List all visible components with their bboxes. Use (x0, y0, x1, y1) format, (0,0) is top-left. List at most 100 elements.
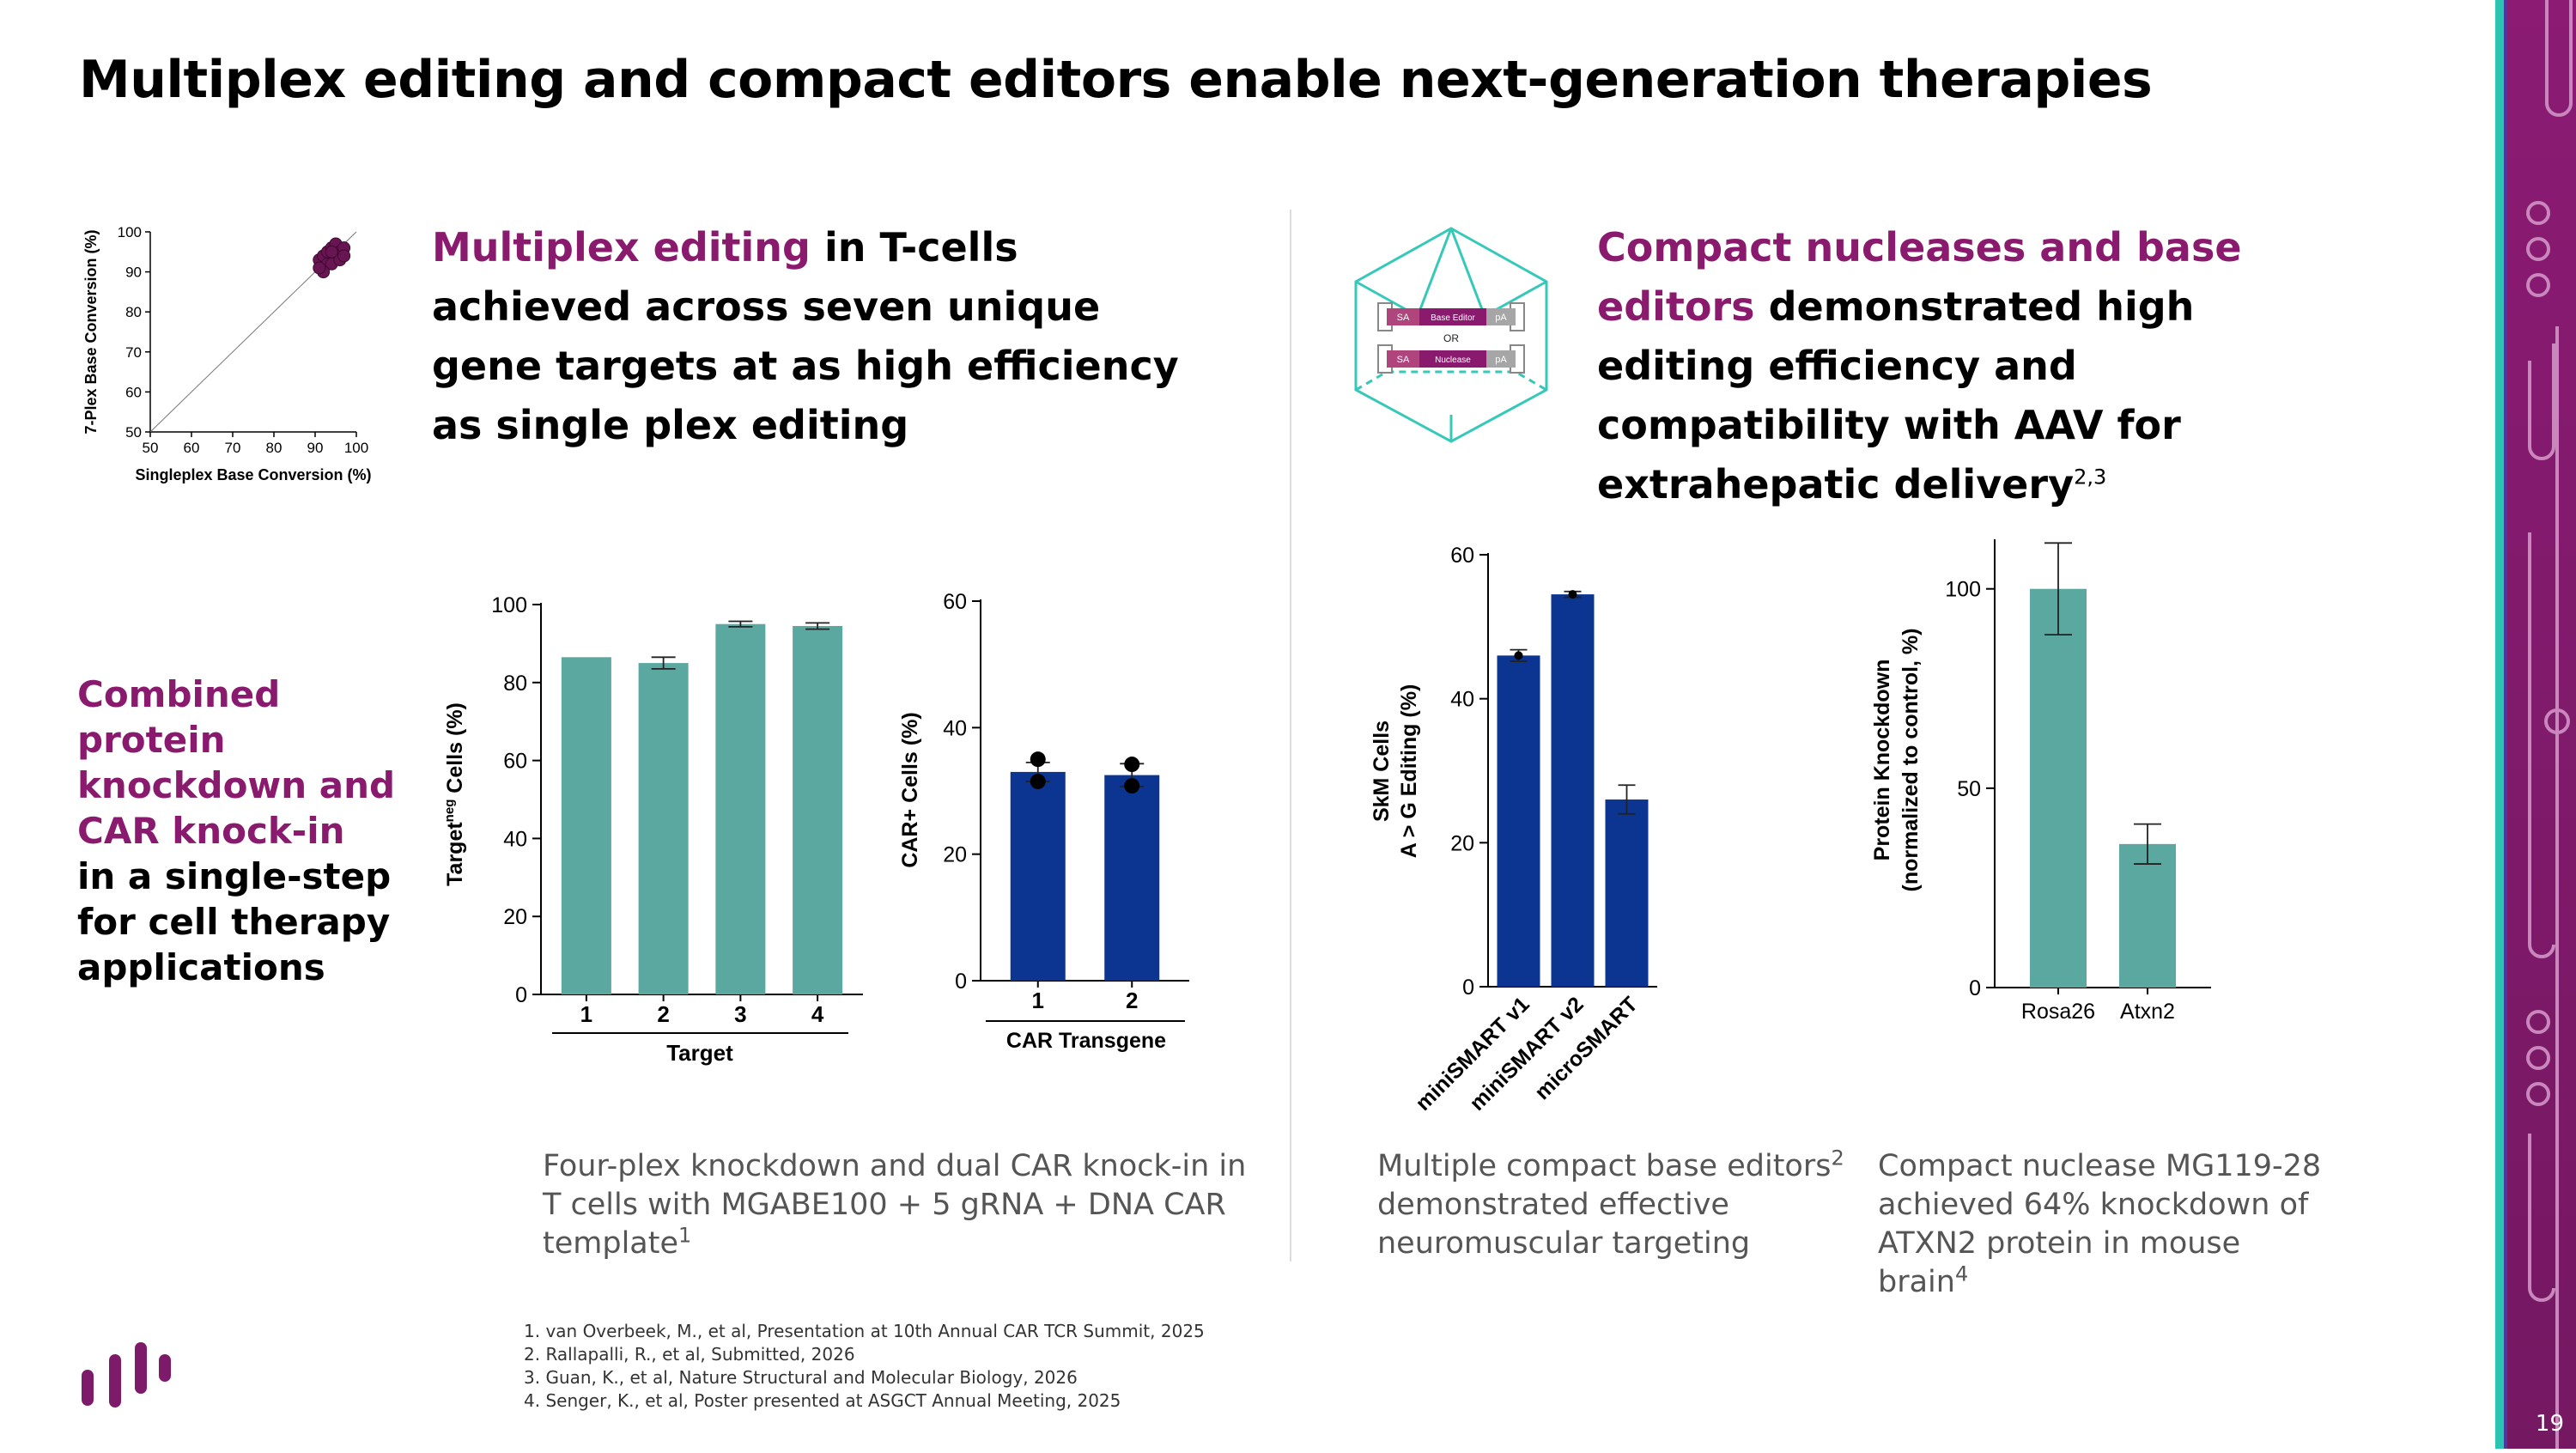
car-bar-chart: 0 20 40 60 1 2 CAR Transgene CAR+ Cells (%) (898, 590, 1189, 1053)
scatter-x-tick-label: 100 (344, 440, 368, 456)
aav-capsid-diagram: SA Base Editor pA OR SA Nuclease pA (1354, 227, 1548, 443)
x-category-label: 3 (734, 1001, 746, 1027)
y-tick-label: 100 (491, 593, 527, 617)
caption-nuclease-ref: 4 (1954, 1261, 1969, 1286)
construct-base-editor-label: Base Editor (1431, 313, 1475, 323)
bar (1010, 771, 1066, 981)
bar (2119, 843, 2176, 988)
y-tick-label: 60 (1450, 544, 1474, 568)
side-text-accent: Combined protein knockdown and CAR knock… (77, 673, 396, 852)
page-title: Multiplex editing and compact editors en… (79, 50, 2153, 110)
scatter-x-tick-label: 90 (307, 440, 324, 456)
headline-multiplex-text: in T-cells achieved across seven unique … (432, 224, 1179, 448)
y-tick-label: 0 (515, 983, 527, 1007)
y-tick-label: 80 (503, 672, 527, 696)
reference-3: 3. Guan, K., et al, Nature Structural an… (524, 1367, 1078, 1388)
scatter-y-tick-label: 50 (125, 424, 142, 441)
company-logo (82, 1342, 171, 1407)
x-category-label: Atxn2 (2120, 1000, 2175, 1024)
y-tick-label: 50 (1957, 777, 1981, 801)
data-point (1124, 757, 1140, 773)
bar (638, 663, 689, 994)
side-text: Combined protein knockdown and CAR knock… (77, 672, 421, 990)
x-category-label: Rosa26 (2021, 1000, 2095, 1024)
headline-compact-text: demonstrated high editing efficiency and… (1597, 283, 2195, 508)
protein-knockdown-bar-chart: 0 50 100 Rosa26 Atxn2 Protein Knockdown (norma… (1870, 539, 2211, 1024)
y-tick-label: 20 (503, 905, 527, 929)
y-axis-label-line2: (normalized to control, %) (1899, 629, 1923, 892)
headline-compact-ref: 2,3 (2074, 465, 2107, 489)
scatter-y-label: 7-Plex Base Conversion (%) (82, 229, 100, 434)
y-tick-label: 60 (503, 750, 527, 774)
construct-pa-label: pA (1495, 313, 1507, 323)
reference-2: 2. Rallapalli, R., et al, Submitted, 202… (524, 1344, 855, 1365)
bar (1605, 799, 1649, 987)
y-tick-label: 40 (1450, 688, 1474, 712)
x-category-label: 2 (657, 1001, 669, 1027)
caption-nuclease-text: Compact nuclease MG119-28 achieved 64% k… (1878, 1149, 2322, 1299)
scatter-y-tick-label: 80 (125, 304, 142, 320)
construct-pa-label-2: pA (1495, 355, 1507, 365)
decorative-sidebar: 19 (2495, 0, 2576, 1449)
caption-knockdown: Four-plex knockdown and dual CAR knock-i… (543, 1147, 1247, 1263)
data-point (1124, 778, 1140, 794)
bar (1497, 655, 1540, 987)
headline-compact-accent: Compact nucleases and base editors (1597, 224, 2242, 330)
construct-row-1: SA Base Editor pA (1377, 302, 1525, 331)
scatter-point (325, 245, 338, 258)
scatter-x-label: Singleplex Base Conversion (%) (135, 466, 371, 483)
y-tick-label: 0 (955, 970, 967, 994)
references: 1. van Overbeek, M., et al, Presentation… (524, 1320, 1205, 1413)
column-divider (1290, 210, 1291, 1261)
data-point (1514, 651, 1523, 660)
construct-or-label: OR (1443, 332, 1459, 344)
headline-multiplex-accent: Multiplex editing (432, 224, 811, 271)
y-axis-label-line2: A > G Editing (%) (1397, 684, 1421, 859)
reference-4: 4. Senger, K., et al, Poster presented a… (524, 1390, 1121, 1411)
caption-base-editors-text: Multiple compact base editors (1377, 1149, 1832, 1183)
scatter-point (313, 261, 326, 275)
headline-compact: Compact nucleases and base editors demon… (1597, 218, 2353, 514)
scatter-y-tick-label: 60 (125, 384, 142, 400)
side-text-body: in a single-step for cell therapy applic… (77, 855, 392, 988)
y-tick-label: 100 (1945, 578, 1981, 602)
y-tick-label: 0 (1969, 976, 1981, 1000)
x-category-label: 1 (1032, 988, 1044, 1013)
scatter-x-tick-label: 70 (225, 440, 241, 456)
caption-knockdown-ref: 1 (678, 1223, 692, 1248)
data-point (1030, 773, 1046, 789)
data-point (1030, 751, 1046, 768)
bar (2030, 588, 2087, 988)
y-tick-label: 0 (1462, 976, 1474, 1000)
y-axis-label: SkM Cells (1370, 720, 1394, 822)
scatter-x-tick-label: 50 (143, 440, 159, 456)
circuit-pattern (2495, 0, 2576, 1449)
bar (561, 657, 611, 994)
scatter-point (337, 249, 351, 263)
scatter-x-tick-label: 80 (266, 440, 283, 456)
construct-row-2: SA Nuclease pA (1377, 344, 1525, 374)
caption-knockdown-text: Four-plex knockdown and dual CAR knock-i… (543, 1149, 1247, 1261)
x-category-label: 1 (580, 1001, 592, 1027)
construct-sa-label-2: SA (1397, 355, 1410, 365)
construct-nuclease-label: Nuclease (1435, 356, 1471, 365)
x-category-label: 4 (811, 1001, 824, 1027)
x-category-label: 2 (1126, 988, 1138, 1013)
y-tick-label: 40 (943, 716, 967, 740)
caption-nuclease: Compact nuclease MG119-28 achieved 64% k… (1878, 1147, 2333, 1302)
y-tick-label: 60 (943, 590, 967, 614)
y-tick-label: 20 (1450, 831, 1474, 855)
scatter-chart: 50 60 70 80 90 100 50 60 70 80 90 100 Singleplex Bas… (82, 224, 372, 483)
knockdown-bar-chart: 0 20 40 60 80 100 1 2 3 4 Target Targetneg Cells (%… (442, 593, 863, 1066)
page-number: 19 (2535, 1411, 2564, 1437)
bar (793, 625, 843, 994)
data-point (1568, 590, 1577, 599)
scatter-x-tick-label: 60 (184, 440, 200, 456)
scatter-y-tick-label: 70 (125, 344, 142, 361)
x-axis-label: Target (666, 1040, 733, 1066)
caption-base-editors-text2: demonstrated effective neuromuscular tar… (1377, 1188, 1751, 1261)
y-tick-label: 40 (503, 827, 527, 851)
headline-multiplex: Multiplex editing in T-cells achieved ac… (432, 218, 1188, 455)
y-axis-label: CAR+ Cells (%) (898, 712, 922, 867)
scatter-y-tick-label: 90 (125, 264, 142, 281)
